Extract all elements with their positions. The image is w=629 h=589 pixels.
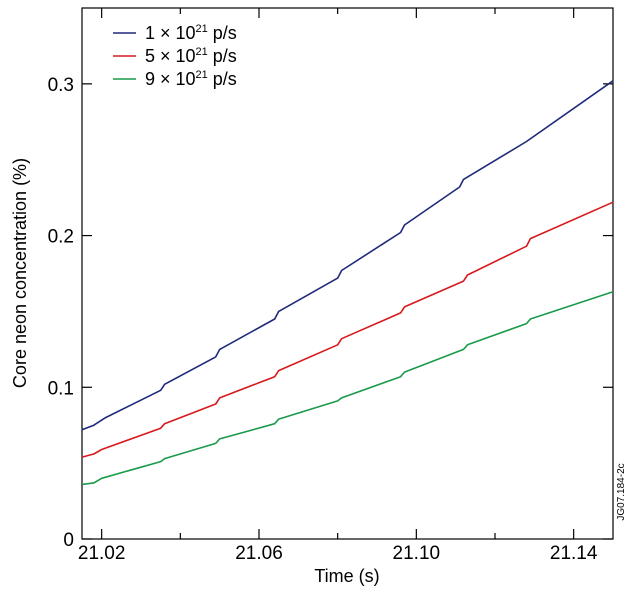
y-tick-label: 0 (63, 530, 74, 551)
series-line-3 (81, 290, 614, 486)
series-line-1 (81, 80, 614, 431)
plot-frame (81, 7, 614, 540)
x-axis-label: Time (s) (314, 566, 379, 586)
x-tick-label: 21.06 (235, 543, 283, 564)
series-line-2 (81, 201, 614, 458)
y-axis-label: Core neon concentration (%) (10, 158, 30, 388)
legend-label-2: 5 × 1021 p/s (145, 46, 237, 66)
legend-label-1: 1 × 1021 p/s (145, 23, 237, 43)
y-tick-label: 0.1 (48, 378, 74, 399)
y-tick-label: 0.3 (48, 75, 74, 96)
x-tick-label: 21.14 (550, 543, 598, 564)
legend-label-3: 9 × 1021 p/s (145, 69, 237, 89)
x-tick-label: 21.10 (393, 543, 441, 564)
x-tick-label: 21.02 (78, 543, 126, 564)
series-lines (81, 80, 614, 486)
y-tick-label: 0.2 (48, 227, 74, 248)
y-axis-ticks: 0 0.1 0.2 0.3 (48, 75, 613, 551)
x-axis-ticks: 21.02 21.06 21.10 21.14 (78, 8, 598, 564)
legend: 1 × 1021 p/s 5 × 1021 p/s 9 × 1021 p/s (113, 23, 237, 89)
figure-watermark: JG07.184-2c (616, 463, 627, 520)
